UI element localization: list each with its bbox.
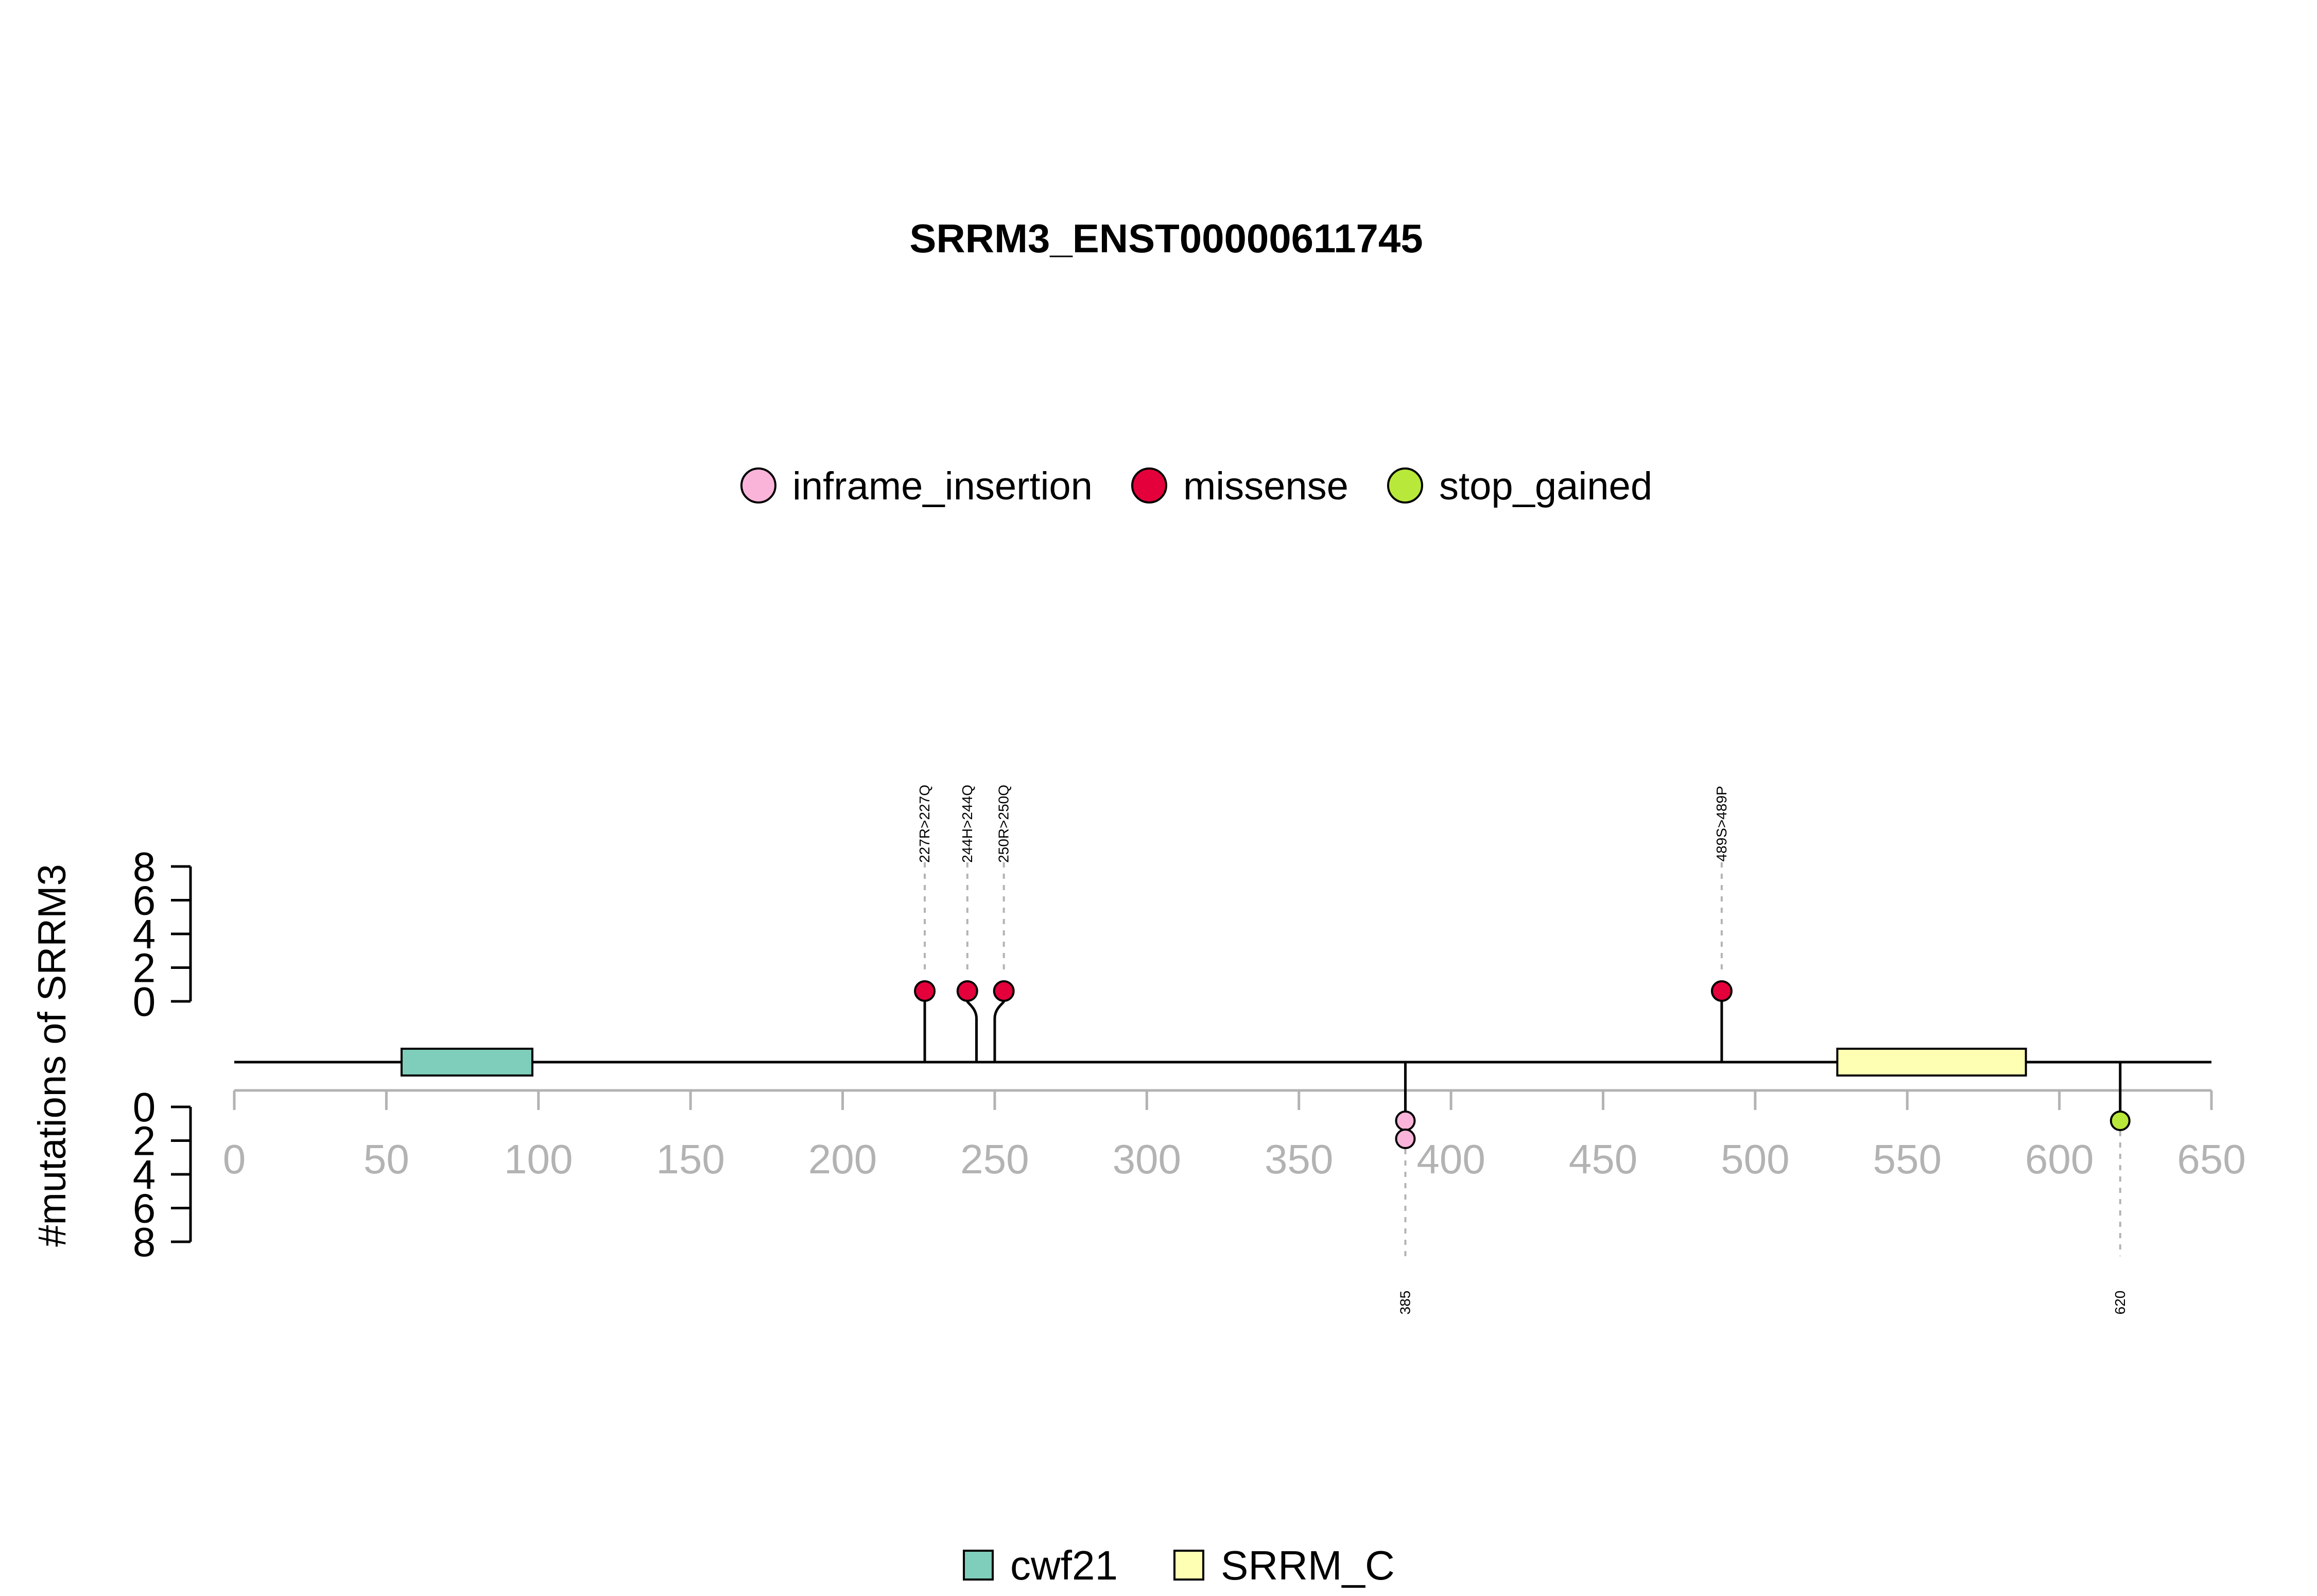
x-tick-label: 150 — [656, 1136, 724, 1182]
x-tick-label: 400 — [1416, 1136, 1485, 1182]
x-tick-label: 100 — [504, 1136, 573, 1182]
x-tick-label: 500 — [1721, 1136, 1789, 1182]
domain-legend: cwf21 SRRM_C — [963, 1542, 1395, 1588]
legend-label-SRRM_C: SRRM_C — [1221, 1542, 1395, 1588]
x-tick-label: 200 — [808, 1136, 877, 1182]
mutation-point-inframe_insertion — [1395, 1129, 1416, 1149]
domain-SRRM_C — [1836, 1048, 2027, 1077]
lower-y-tick-label: 8 — [133, 1219, 156, 1265]
mutation-label: 244H>244Q — [959, 785, 975, 863]
upper-y-tick-label: 2 — [133, 945, 156, 991]
lower-y-tick-label: 0 — [133, 1084, 156, 1130]
mutation-point-missense — [914, 980, 936, 1002]
legend-marker-SRRM_C — [1173, 1550, 1204, 1581]
legend-marker-stop_gained — [1387, 467, 1423, 504]
mutation-point-missense — [1710, 980, 1733, 1002]
chart-title: SRRM3_ENST00000611745 — [909, 216, 1423, 261]
x-tick-label: 450 — [1569, 1136, 1637, 1182]
mutation-label: 250R>250Q — [996, 785, 1012, 863]
lower-y-tick-label: 6 — [133, 1186, 156, 1231]
mutation-point-missense — [956, 980, 978, 1002]
upper-y-tick-label: 4 — [133, 911, 156, 957]
x-tick-label: 50 — [364, 1136, 409, 1182]
legend-marker-inframe_insertion — [740, 467, 776, 504]
mutation-label: 385 — [1397, 1291, 1413, 1315]
x-tick-label: 300 — [1113, 1136, 1181, 1182]
x-tick-label: 550 — [1873, 1136, 1941, 1182]
domain-cwf21 — [400, 1048, 533, 1077]
mutation-point-missense — [993, 980, 1015, 1002]
x-tick-label: 350 — [1265, 1136, 1333, 1182]
upper-y-tick-label: 0 — [133, 979, 156, 1025]
plot-area: 0 50 100 150 200 250 300 350 400 450 500 550 600 650 0… — [133, 785, 2246, 1314]
x-tick-label: 600 — [2025, 1136, 2094, 1182]
legend-label-stop_gained: stop_gained — [1439, 464, 1652, 508]
lower-y-tick-label: 4 — [133, 1152, 156, 1198]
mutation-point-inframe_insertion — [1395, 1111, 1416, 1131]
mutation-point-stop_gained — [2109, 1111, 2131, 1131]
upper-y-tick-label: 6 — [133, 878, 156, 924]
mutation-label: 489S>489P — [1714, 786, 1730, 861]
mutation-label: 620 — [2112, 1291, 2128, 1315]
legend-marker-cwf21 — [963, 1550, 994, 1581]
x-tick-label: 650 — [2177, 1136, 2245, 1182]
legend-label-inframe_insertion: inframe_insertion — [792, 464, 1093, 508]
x-tick-label: 250 — [960, 1136, 1029, 1182]
x-tick-label: 0 — [223, 1136, 246, 1182]
legend-label-cwf21: cwf21 — [1010, 1542, 1118, 1588]
lower-y-tick-label: 2 — [133, 1118, 156, 1164]
legend-marker-missense — [1131, 467, 1167, 504]
legend-label-missense: missense — [1183, 464, 1348, 508]
mutation-legend: inframe_insertion missense stop_gained — [740, 464, 1652, 508]
upper-y-tick-label: 8 — [133, 844, 156, 890]
mutation-label: 227R>227Q — [917, 785, 932, 863]
y-axis-label: #mutations of SRRM3 — [30, 864, 74, 1246]
